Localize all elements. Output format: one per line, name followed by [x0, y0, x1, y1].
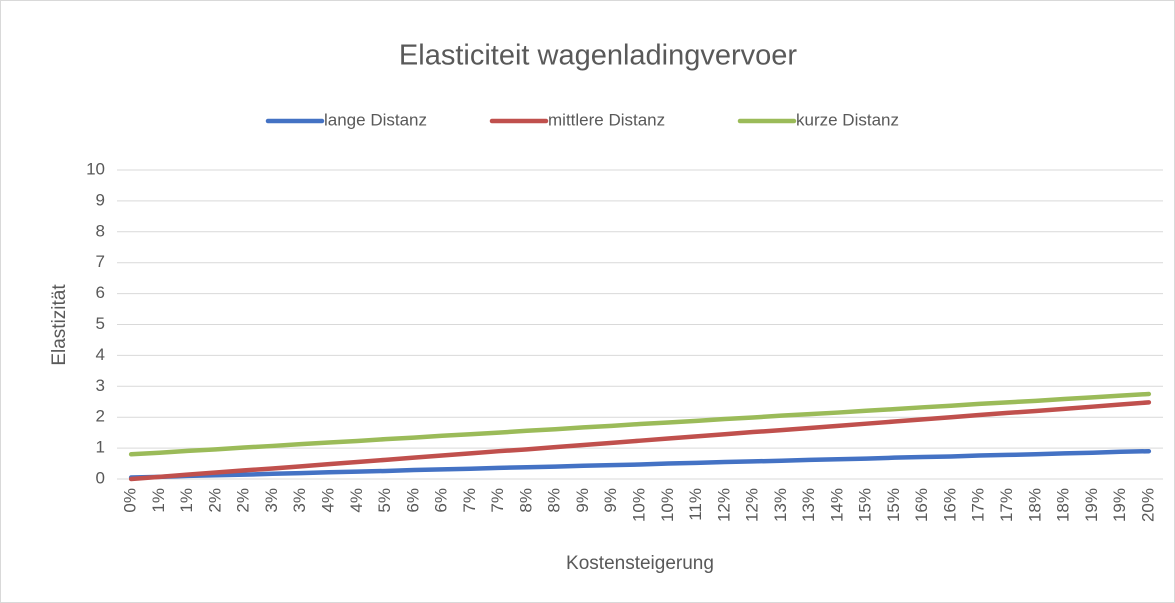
x-tick-label: 15%: [884, 488, 903, 522]
y-tick-label: 9: [96, 190, 105, 209]
x-tick-label: 4%: [319, 488, 338, 513]
x-tick-label: 16%: [912, 488, 931, 522]
x-tick-label: 18%: [1054, 488, 1073, 522]
x-tick-label: 17%: [997, 488, 1016, 522]
x-tick-label: 11%: [686, 488, 705, 521]
x-tick-label: 3%: [262, 488, 281, 513]
x-tick-label: 15%: [856, 488, 875, 522]
y-tick-label: 1: [96, 438, 105, 457]
chart-title: Elasticiteit wagenladingvervoer: [399, 40, 797, 72]
y-tick-label: 2: [96, 407, 105, 426]
y-tick-label: 0: [96, 468, 105, 487]
x-tick-label: 8%: [516, 488, 535, 513]
x-axis-label: Kostensteigerung: [566, 553, 714, 574]
legend-label: mittlere Distanz: [548, 110, 665, 129]
series-line: [128, 391, 1152, 457]
y-tick-label: 5: [96, 314, 105, 333]
x-tick-label: 19%: [1082, 488, 1101, 522]
x-tick-label: 6%: [403, 488, 422, 513]
x-tick-label: 19%: [1110, 488, 1129, 522]
x-tick-label: 9%: [601, 488, 620, 513]
x-tick-label: 8%: [545, 488, 564, 513]
x-tick-label: 14%: [827, 488, 846, 522]
x-tick-label: 1%: [177, 488, 196, 513]
x-tick-label: 7%: [460, 488, 479, 513]
y-axis-label: Elastizität: [49, 284, 70, 366]
x-tick-label: 13%: [799, 488, 818, 522]
x-tick-label: 18%: [1025, 488, 1044, 522]
y-tick-label: 7: [96, 252, 105, 271]
x-tick-label: 17%: [969, 488, 988, 522]
x-tick-label: 12%: [743, 488, 762, 522]
x-tick-label: 4%: [347, 488, 366, 513]
y-tick-label: 4: [96, 345, 105, 364]
x-tick-label: 5%: [375, 488, 394, 513]
y-tick-label: 3: [96, 376, 105, 395]
x-tick-label: 16%: [940, 488, 959, 522]
x-tick-label: 2%: [205, 488, 224, 513]
x-tick-label: 0%: [121, 488, 140, 513]
y-tick-label: 10: [86, 159, 105, 178]
series-line: [128, 448, 1152, 480]
x-tick-label: 10%: [658, 488, 677, 522]
x-tick-label: 3%: [290, 488, 309, 513]
x-tick-label: 10%: [629, 488, 648, 522]
x-tick-label: 13%: [771, 488, 790, 522]
x-tick-label: 20%: [1138, 488, 1157, 522]
x-tick-label: 7%: [488, 488, 507, 513]
y-tick-label: 8: [96, 221, 105, 240]
x-tick-label: 9%: [573, 488, 592, 513]
x-tick-label: 12%: [714, 488, 733, 522]
legend-label: lange Distanz: [324, 110, 427, 129]
legend-label: kurze Distanz: [796, 110, 899, 129]
series-line: [128, 400, 1152, 482]
x-tick-label: 1%: [149, 488, 168, 513]
x-tick-label: 2%: [234, 488, 253, 513]
y-tick-label: 6: [96, 283, 105, 302]
x-tick-label: 6%: [432, 488, 451, 513]
